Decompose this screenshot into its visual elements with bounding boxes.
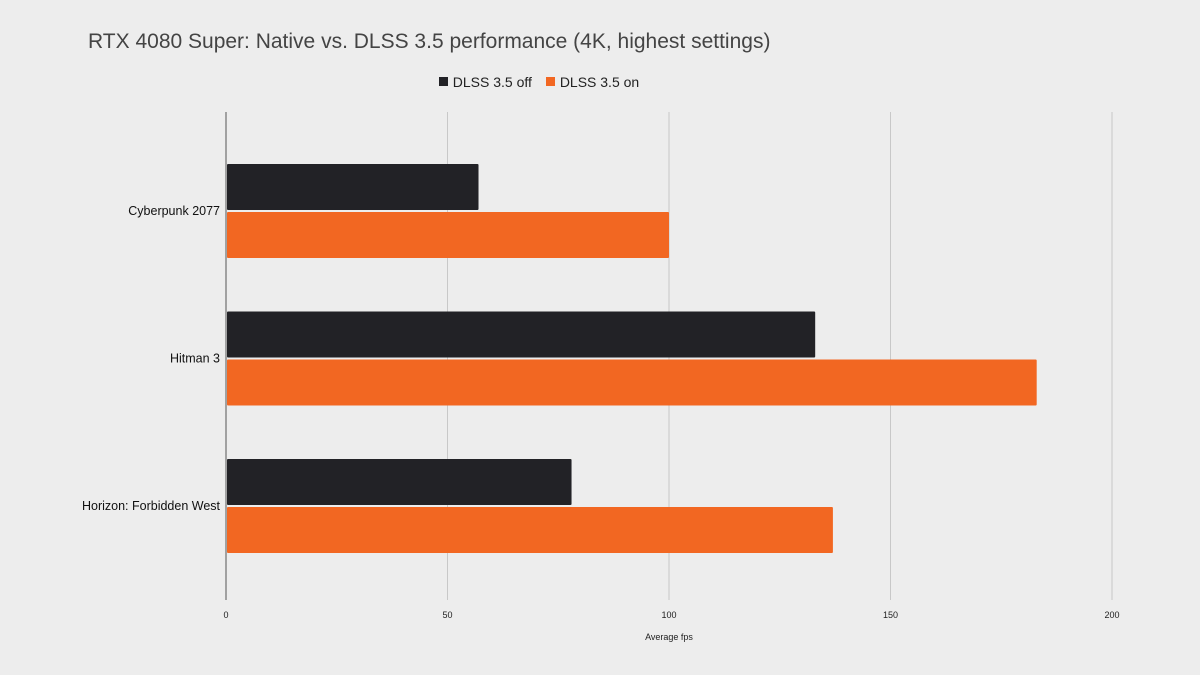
bar-dlss-on	[227, 212, 669, 258]
legend-swatch-on	[545, 77, 555, 86]
y-category-label: Hitman 3	[170, 352, 220, 366]
x-tick-label: 150	[883, 610, 898, 620]
x-tick-label: 200	[1104, 610, 1119, 620]
x-axis-label: Average fps	[645, 632, 693, 642]
chart-title: RTX 4080 Super: Native vs. DLSS 3.5 perf…	[88, 30, 771, 53]
legend-label-off: DLSS 3.5 off	[452, 73, 532, 90]
legend-item-on: DLSS 3.5 on	[545, 73, 640, 90]
y-category-label: Cyberpunk 2077	[128, 204, 220, 218]
bar-dlss-off	[227, 164, 479, 210]
bar-dlss-on	[227, 507, 833, 553]
legend: DLSS 3.5 off DLSS 3.5 on	[0, 73, 1078, 90]
x-tick-label: 100	[661, 610, 676, 620]
bar-dlss-off	[227, 459, 572, 505]
x-tick-label: 0	[223, 610, 228, 620]
y-category-label: Horizon: Forbidden West	[82, 499, 221, 513]
x-tick-label: 50	[442, 610, 452, 620]
bar-dlss-on	[227, 359, 1037, 406]
legend-label-on: DLSS 3.5 on	[559, 73, 640, 90]
legend-swatch-off	[438, 77, 448, 86]
legend-item-off: DLSS 3.5 off	[438, 73, 532, 90]
bar-dlss-off	[227, 311, 816, 358]
